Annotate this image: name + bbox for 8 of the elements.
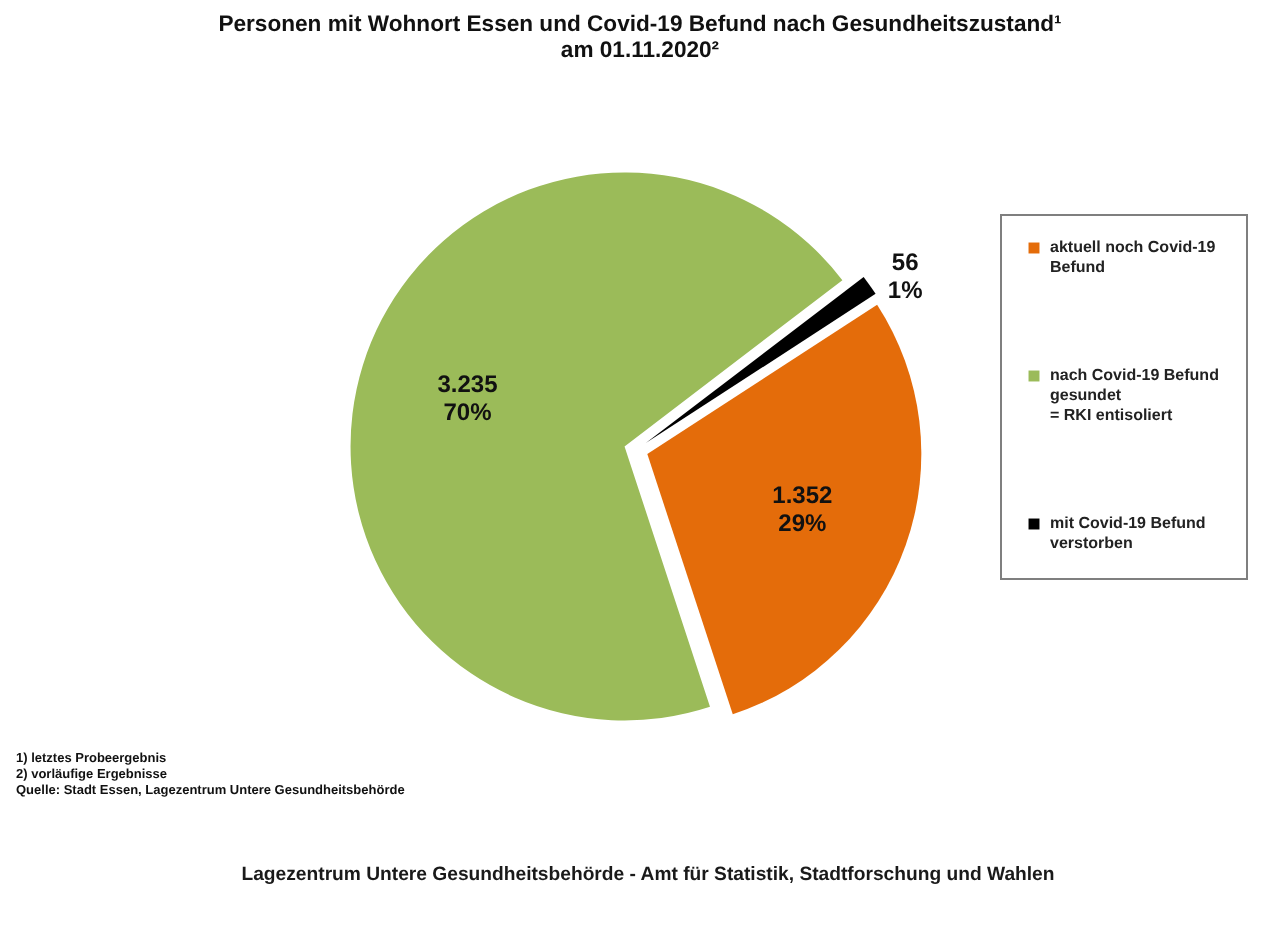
chart-title: Personen mit Wohnort Essen und Covid-19 Befund nach Gesundheitszustand¹ am 01.11.2020²	[218, 13, 1063, 64]
data-label: 3.235 70%	[437, 369, 499, 426]
data-label: 56 1%	[887, 248, 924, 305]
legend-label: nach Covid-19 Befund gesundet = RKI entisoliert	[1050, 366, 1220, 424]
text: Lagezentrum Untere Gesundheitsbehörde - Amt für Statistik, Stadtforschung und Wahlen	[241, 864, 1055, 886]
data-label: 1.352 29%	[772, 480, 834, 537]
legend-label: mit Covid-19 Befund verstorben	[1050, 514, 1206, 552]
legend-label: aktuell noch Covid-19 Befund	[1050, 238, 1217, 276]
